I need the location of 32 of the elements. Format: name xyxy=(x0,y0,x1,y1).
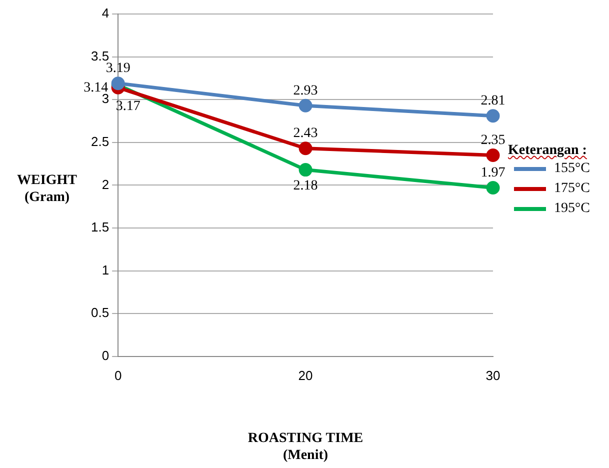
point xyxy=(298,98,312,112)
data-label: 2.18 xyxy=(293,178,318,194)
legend-label: 195°C xyxy=(554,201,590,217)
point xyxy=(298,163,312,177)
y-tick-label: 4 xyxy=(102,6,110,21)
legend-label: 155°C xyxy=(554,161,590,177)
x-tick-label: 30 xyxy=(486,368,500,383)
y-tick-label: 0 xyxy=(102,348,110,363)
point xyxy=(486,148,500,162)
data-label: 2.93 xyxy=(293,83,318,98)
data-label: 1.97 xyxy=(480,165,506,180)
y-axis-title: WEIGHT (Gram) xyxy=(16,172,78,206)
y-tick-label: 2 xyxy=(102,176,110,192)
x-tick-label: 20 xyxy=(298,368,313,383)
y-tick-label: 3 xyxy=(102,91,110,106)
y-tick-label: 2.5 xyxy=(90,134,110,149)
point xyxy=(298,142,312,156)
data-label: 3.19 xyxy=(106,61,130,76)
point xyxy=(486,109,500,123)
legend-label: 175°C xyxy=(554,181,590,197)
legend-title: Keterangan : xyxy=(508,143,588,159)
data-label: 3.17 xyxy=(116,99,140,114)
data-label: 2.81 xyxy=(480,94,506,109)
data-label: 2.35 xyxy=(480,132,506,148)
x-axis-title: ROASTING TIME (Menit) xyxy=(246,430,364,464)
y-tick-label: 1.5 xyxy=(90,220,110,235)
x-tick-label: 0 xyxy=(114,368,122,383)
point xyxy=(486,181,500,195)
y-tick-label: 0.5 xyxy=(90,305,110,320)
data-label: 2.43 xyxy=(293,126,318,142)
y-tick-label: 1 xyxy=(102,262,110,278)
y-tick-label: 3.5 xyxy=(90,48,110,64)
